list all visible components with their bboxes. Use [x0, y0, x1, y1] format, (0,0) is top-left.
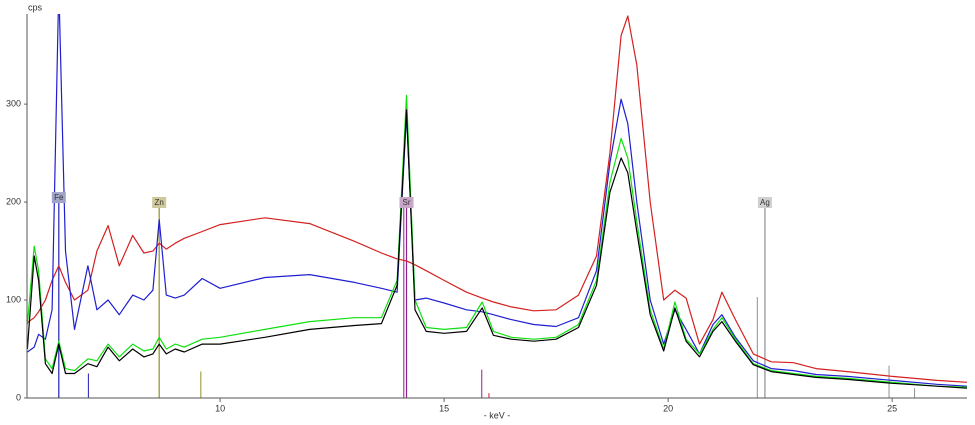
element-label-box: [152, 196, 167, 208]
element-label-box: [51, 192, 66, 204]
y-tick-label: 200: [6, 196, 21, 206]
element-label: Ag: [760, 198, 770, 207]
y-tick-label: 0: [16, 392, 21, 402]
spectrum-line: [27, 14, 967, 387]
x-axis-label: - keV -: [484, 410, 511, 420]
y-tick-label: 100: [6, 294, 21, 304]
element-label-box: [399, 196, 414, 208]
element-label: Fe: [54, 193, 64, 202]
x-tick-label: 20: [663, 403, 673, 413]
spectrum-line: [27, 94, 967, 388]
spectrum-line: [27, 15, 967, 383]
x-tick-label: 25: [887, 403, 897, 413]
x-tick-label: 10: [215, 403, 225, 413]
element-label: Zn: [155, 198, 164, 207]
x-tick-label: 15: [439, 403, 449, 413]
plot-area: [27, 14, 967, 398]
y-tick-label: 300: [6, 98, 21, 108]
element-label-box: [757, 196, 772, 208]
y-axis-label: cps: [28, 2, 43, 12]
element-label: Sr: [402, 198, 410, 207]
spectrum-line: [27, 109, 967, 389]
